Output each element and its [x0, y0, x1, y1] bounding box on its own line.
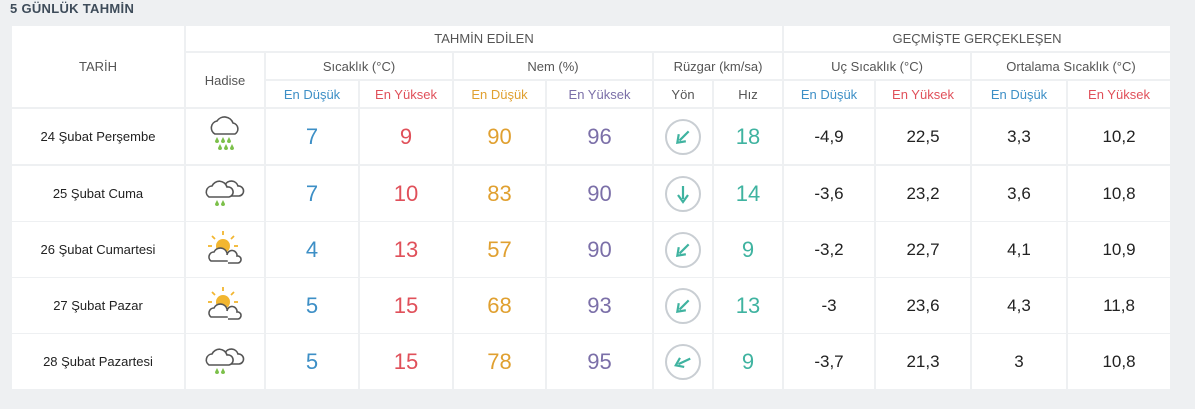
wind-direction-cell	[654, 222, 712, 277]
subheader-temp-max: En Yüksek	[360, 81, 452, 107]
header-uc-sicaklik: Uç Sıcaklık (°C)	[784, 53, 970, 79]
subheader-ext-min: En Düşük	[784, 81, 874, 107]
extreme-max-cell: 22,7	[876, 222, 970, 277]
header-tarih: TARİH	[12, 26, 184, 107]
wind-speed-cell: 9	[714, 334, 782, 389]
weather-cell	[186, 334, 264, 389]
wind-speed-cell: 18	[714, 109, 782, 164]
date-cell: 24 Şubat Perşembe	[12, 109, 184, 164]
humidity-min-cell: 78	[454, 334, 545, 389]
humidity-min-cell: 68	[454, 278, 545, 333]
wind-speed-cell: 13	[714, 278, 782, 333]
date-cell: 28 Şubat Pazartesi	[12, 334, 184, 389]
header-tahmin-edilen: TAHMİN EDİLEN	[186, 26, 782, 51]
humidity-max-cell: 90	[547, 222, 652, 277]
average-min-cell: 3,3	[972, 109, 1066, 164]
date-cell: 25 Şubat Cuma	[12, 166, 184, 221]
extreme-min-cell: -4,9	[784, 109, 874, 164]
rain-icon	[205, 116, 245, 157]
average-max-cell: 10,2	[1068, 109, 1170, 164]
humidity-min-cell: 83	[454, 166, 545, 221]
humidity-min-cell: 90	[454, 109, 545, 164]
wind-direction-cell	[654, 278, 712, 333]
temp-max-cell: 9	[360, 109, 452, 164]
wind-speed-cell: 9	[714, 222, 782, 277]
weather-cell	[186, 109, 264, 164]
extreme-min-cell: -3,2	[784, 222, 874, 277]
wind-direction-cell	[654, 109, 712, 164]
date-cell: 27 Şubat Pazar	[12, 278, 184, 333]
forecast-table: TARİH TAHMİN EDİLEN GEÇMİŞTE GERÇEKLEŞEN…	[12, 26, 1170, 390]
extreme-min-cell: -3,7	[784, 334, 874, 389]
humidity-max-cell: 90	[547, 166, 652, 221]
average-max-cell: 10,8	[1068, 334, 1170, 389]
page-title: 5 GÜNLÜK TAHMİN	[10, 1, 135, 16]
header-hadise: Hadise	[186, 53, 264, 107]
sun-cloud-icon	[203, 229, 247, 270]
arrow-southwest-icon	[665, 118, 701, 155]
subheader-avg-max: En Yüksek	[1068, 81, 1170, 107]
header-ortalama-sicaklik: Ortalama Sıcaklık (°C)	[972, 53, 1170, 79]
subheader-temp-min: En Düşük	[266, 81, 358, 107]
subheader-hum-min: En Düşük	[454, 81, 545, 107]
humidity-min-cell: 57	[454, 222, 545, 277]
date-cell: 26 Şubat Cumartesi	[12, 222, 184, 277]
subheader-hum-max: En Yüksek	[547, 81, 652, 107]
humidity-max-cell: 93	[547, 278, 652, 333]
humidity-max-cell: 95	[547, 334, 652, 389]
subheader-ext-max: En Yüksek	[876, 81, 970, 107]
arrow-south-icon	[665, 175, 701, 212]
wind-direction-cell	[654, 334, 712, 389]
cloud-rain-icon	[203, 341, 247, 382]
average-max-cell: 10,8	[1068, 166, 1170, 221]
temp-max-cell: 15	[360, 334, 452, 389]
extreme-max-cell: 21,3	[876, 334, 970, 389]
temp-min-cell: 7	[266, 166, 358, 221]
wind-direction-cell	[654, 166, 712, 221]
average-max-cell: 10,9	[1068, 222, 1170, 277]
arrow-west-southwest-icon	[665, 343, 701, 380]
header-ruzgar: Rüzgar (km/sa)	[654, 53, 782, 79]
subheader-wind-speed: Hız	[714, 81, 782, 107]
weather-cell	[186, 166, 264, 221]
temp-max-cell: 13	[360, 222, 452, 277]
average-max-cell: 11,8	[1068, 278, 1170, 333]
humidity-max-cell: 96	[547, 109, 652, 164]
arrow-southwest-icon	[665, 231, 701, 268]
temp-max-cell: 10	[360, 166, 452, 221]
header-sicaklik: Sıcaklık (°C)	[266, 53, 452, 79]
extreme-max-cell: 23,6	[876, 278, 970, 333]
average-min-cell: 3,6	[972, 166, 1066, 221]
arrow-southwest-icon	[665, 287, 701, 324]
header-gecmiste-gerceklesen: GEÇMİŞTE GERÇEKLEŞEN	[784, 26, 1170, 51]
weather-cell	[186, 278, 264, 333]
sun-cloud-icon	[203, 285, 247, 326]
extreme-min-cell: -3,6	[784, 166, 874, 221]
extreme-max-cell: 22,5	[876, 109, 970, 164]
temp-min-cell: 5	[266, 334, 358, 389]
extreme-max-cell: 23,2	[876, 166, 970, 221]
temp-min-cell: 4	[266, 222, 358, 277]
weather-cell	[186, 222, 264, 277]
temp-min-cell: 5	[266, 278, 358, 333]
average-min-cell: 4,3	[972, 278, 1066, 333]
temp-min-cell: 7	[266, 109, 358, 164]
subheader-avg-min: En Düşük	[972, 81, 1066, 107]
temp-max-cell: 15	[360, 278, 452, 333]
average-min-cell: 3	[972, 334, 1066, 389]
cloud-rain-icon	[203, 173, 247, 214]
wind-speed-cell: 14	[714, 166, 782, 221]
header-nem: Nem (%)	[454, 53, 652, 79]
subheader-wind-dir: Yön	[654, 81, 712, 107]
extreme-min-cell: -3	[784, 278, 874, 333]
average-min-cell: 4,1	[972, 222, 1066, 277]
